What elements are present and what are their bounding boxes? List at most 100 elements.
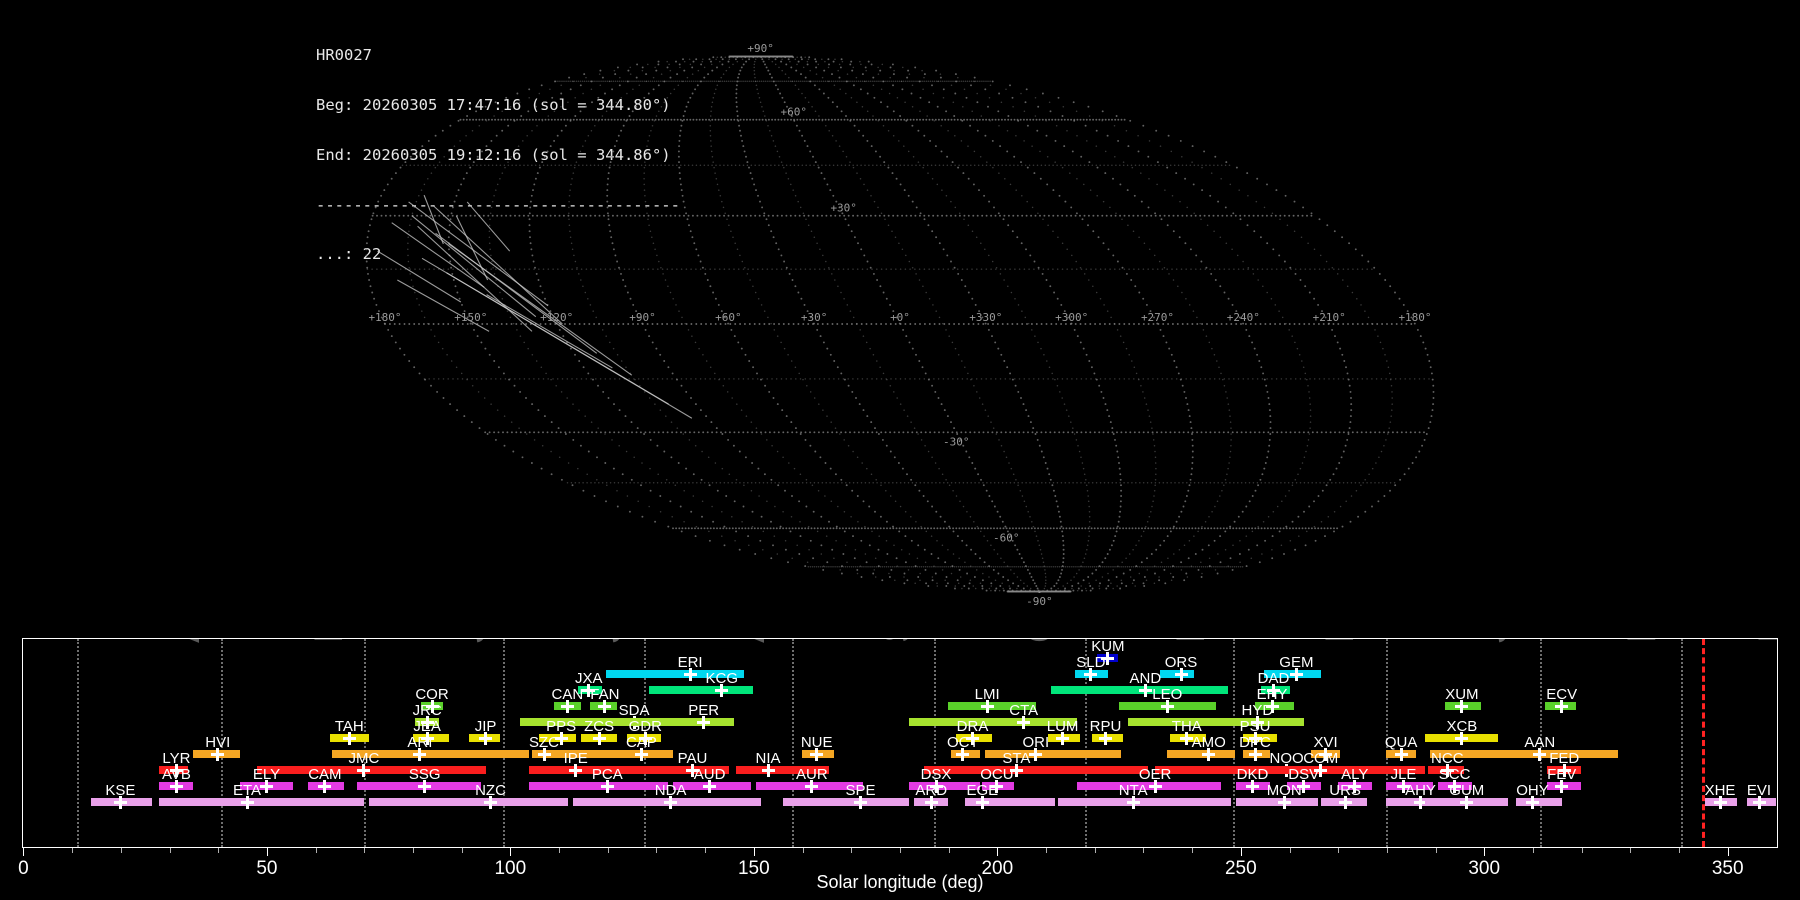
shower-bar-mon[interactable]	[1235, 798, 1319, 806]
shower-label-fan: FAN	[590, 686, 620, 703]
axis-tick-major	[23, 848, 25, 856]
shower-label-dpc: DPC	[1239, 734, 1271, 751]
shower-label-aud: AUD	[693, 766, 726, 783]
shower-peak-marker-jea	[420, 731, 434, 745]
shower-label-ipe: IPE	[563, 750, 588, 767]
axis-tick-minor	[461, 848, 463, 853]
sky-map-projection[interactable]: +180° +150° +120° +90° +60° +30° +0° +330° +300°…	[280, 14, 1520, 634]
shower-bar-amo[interactable]	[1167, 750, 1236, 758]
shower-bar-hyd[interactable]	[1128, 718, 1304, 726]
shower-label-eta: ETA	[232, 782, 262, 799]
axis-tick-label: 350	[1711, 858, 1744, 879]
session-end: End: 20260305 19:12:16 (sol = 344.86°)	[316, 145, 671, 164]
shower-peak-marker-lum	[1056, 731, 1070, 745]
shower-peak-marker-pps	[554, 731, 568, 745]
shower-label-per: PER	[688, 702, 720, 719]
shower-bar-nzc[interactable]	[368, 798, 569, 806]
axis-tick-minor	[948, 848, 950, 853]
sky-lon-label: +60°	[715, 311, 742, 324]
shower-label-pca: PCA	[591, 766, 623, 783]
month-divider-oct	[933, 639, 936, 847]
current-solar-longitude-marker	[1702, 639, 1706, 847]
session-count: ...: 22	[316, 245, 382, 264]
shower-peak-marker-and	[1138, 683, 1152, 697]
shower-peak-marker-ard	[924, 795, 938, 809]
sky-lon-label: +90°	[629, 311, 656, 324]
axis-tick-minor	[1338, 848, 1340, 853]
shower-label-spe: SPE	[845, 782, 876, 799]
shower-label-avb: AVB	[161, 766, 191, 783]
axis-tick-minor	[1532, 848, 1534, 853]
shower-bar-pca[interactable]	[529, 782, 669, 790]
shower-label-xcb: XCB	[1446, 718, 1478, 735]
sky-map-panel[interactable]: +180° +150° +120° +90° +60° +30° +0° +330° +300°…	[280, 14, 1520, 634]
shower-bar-eta[interactable]	[159, 798, 364, 806]
shower-label-eri: ERI	[677, 654, 703, 671]
shower-label-gum: GUM	[1449, 782, 1485, 799]
axis-tick-minor	[1435, 848, 1437, 853]
shower-peak-marker-dad	[1267, 683, 1280, 697]
shower-label-aur: AUR	[796, 766, 828, 783]
month-divider-may	[220, 639, 223, 847]
sky-lon-label: +300°	[1055, 311, 1088, 324]
shower-label-ecv: ECV	[1546, 686, 1578, 703]
sky-lat-label: +60°	[781, 106, 808, 119]
shower-bar-sda[interactable]	[519, 718, 693, 726]
shower-peak-marker-cam	[318, 779, 332, 793]
shower-bar-sta[interactable]	[923, 766, 1148, 774]
shower-label-evi: EVI	[1746, 782, 1772, 799]
shower-bar-ori[interactable]	[984, 750, 1121, 758]
shower-bar-spe[interactable]	[782, 798, 910, 806]
shower-label-lum: LUM	[1046, 718, 1079, 735]
shower-label-jle: JLE	[1390, 766, 1417, 783]
shower-peak-marker-zcs	[592, 731, 606, 745]
shower-bar-nia[interactable]	[736, 766, 829, 774]
shower-bar-jmc[interactable]	[256, 766, 486, 774]
axis-tick-minor	[169, 848, 171, 853]
shower-label-scc: SCC	[1438, 766, 1471, 783]
shower-bar-per[interactable]	[609, 718, 734, 726]
shower-label-can: CAN	[551, 686, 584, 703]
shower-label-pps: PPS	[546, 718, 577, 735]
shower-bar-aan[interactable]	[1430, 750, 1618, 758]
shower-peak-marker-ori	[1029, 747, 1043, 761]
shower-bar-ari[interactable]	[332, 750, 530, 758]
shower-label-nue: NUE	[800, 734, 833, 751]
axis-tick-minor	[1386, 848, 1388, 853]
shower-label-noo: NOO	[1269, 750, 1304, 767]
shower-bar-cap[interactable]	[561, 750, 674, 758]
shower-peak-marker-pca	[600, 779, 614, 793]
axis-tick-minor	[802, 848, 804, 853]
shower-label-leo: LEO	[1152, 686, 1183, 703]
axis-title: Solar longitude (deg)	[816, 872, 984, 892]
shower-bar-dsx[interactable]	[909, 782, 980, 790]
shower-peak-marker-xvi	[1319, 747, 1333, 761]
shower-bar-ege[interactable]	[965, 798, 1056, 806]
shower-peak-marker-fan	[598, 699, 612, 713]
sky-lon-label: +240°	[1227, 311, 1260, 324]
shower-label-xum: XUM	[1445, 686, 1479, 703]
shower-peak-marker-kse	[113, 795, 127, 809]
sky-lon-label: +270°	[1141, 311, 1174, 324]
shower-label-ard: ARD	[915, 782, 948, 799]
shower-bar-nta[interactable]	[1057, 798, 1231, 806]
shower-label-cor: COR	[415, 686, 449, 703]
month-divider-jul	[502, 639, 505, 847]
shower-label-dra: DRA	[956, 718, 989, 735]
month-divider-dec	[1233, 639, 1236, 847]
shower-label-fed: FED	[1549, 750, 1580, 767]
shower-label-kse: KSE	[105, 782, 136, 799]
month-divider-nov	[1084, 639, 1087, 847]
month-label-may: MAY	[307, 639, 352, 643]
shower-bar-cta[interactable]	[909, 718, 1078, 726]
shower-bar-ipe[interactable]	[529, 766, 669, 774]
shower-bar-com[interactable]	[1235, 766, 1426, 774]
axis-tick-label: 250	[1224, 858, 1257, 879]
shower-bar-kcg[interactable]	[648, 686, 754, 694]
shower-bar-eri[interactable]	[606, 670, 744, 678]
shower-label-ari: ARI	[407, 734, 433, 751]
month-divider-feb	[1539, 639, 1542, 847]
axis-tick-major	[1727, 848, 1729, 856]
month-label-feb: FEB	[1620, 639, 1665, 643]
shower-activity-timeline[interactable]: APR MAY JUN JUL AUG SEP OCT NOV DEC JAN FEB MAR KUM E…	[22, 638, 1778, 848]
